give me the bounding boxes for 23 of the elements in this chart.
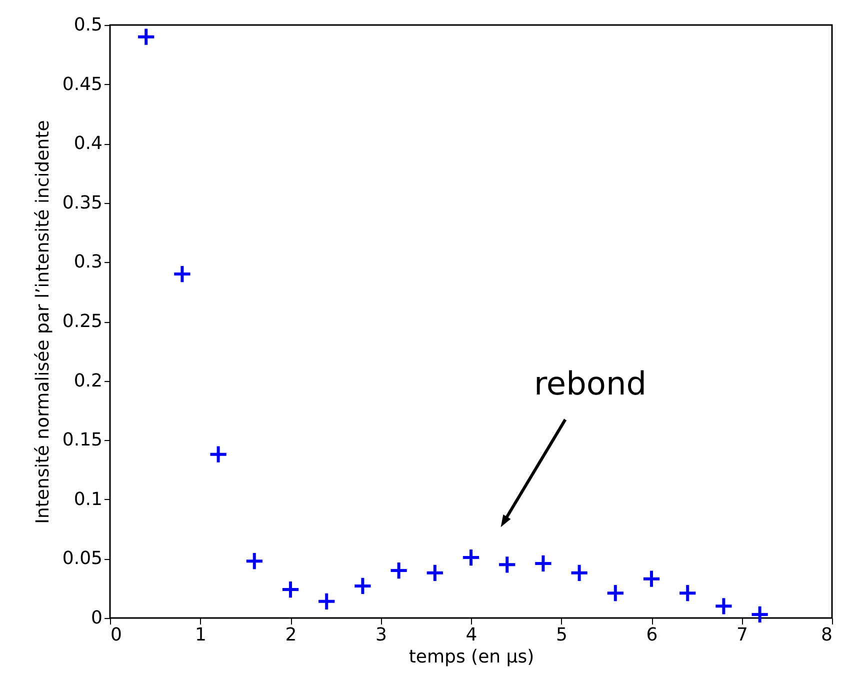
y-tick-label: 0.15 [62,430,102,451]
x-tick-label: 2 [285,624,297,646]
y-tick-label: 0.05 [62,548,102,570]
y-axis-title: Intensité normalisée par l’intensité incidente [32,120,54,524]
x-tick-label: 0 [110,624,122,646]
annotation: rebond [534,364,647,403]
y-tick-label: 0.4 [74,133,102,154]
y-tick-label: 0 [91,608,102,628]
y-tick-label: 0.1 [74,488,102,510]
x-tick-label: 1 [195,624,206,646]
x-tick-label: 4 [466,624,478,646]
x-tick-label: 7 [736,624,748,646]
x-tick-label: 6 [646,624,658,646]
y-tick-label: 0.25 [62,311,102,332]
x-tick-label: 5 [556,624,568,646]
x-axis-title: temps (en µs) [408,646,534,668]
y-tick-label: 0.45 [62,74,102,95]
y-tick-label: 0.5 [74,14,102,36]
x-tick-label: 8 [821,624,832,646]
y-tick-label: 0.3 [74,252,102,273]
x-tick-label: 3 [376,624,387,646]
y-tick-label: 0.2 [74,370,102,392]
y-tick-label: 0.35 [62,192,102,214]
